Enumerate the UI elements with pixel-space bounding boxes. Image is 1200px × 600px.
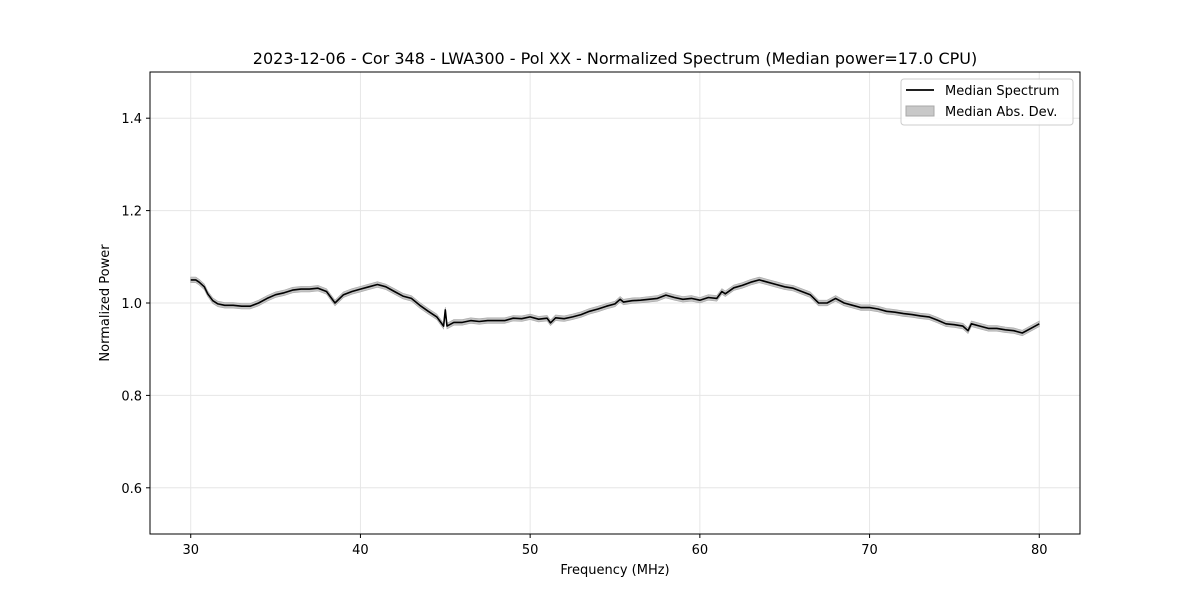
chart-title: 2023-12-06 - Cor 348 - LWA300 - Pol XX -… [253,49,977,68]
y-tick-label: 0.6 [121,482,142,497]
x-tick-label: 50 [522,543,539,558]
median-line-layer [190,279,1040,334]
x-tick-label: 80 [1031,543,1048,558]
x-tick-label: 30 [182,543,199,558]
mad-band [190,276,1040,337]
legend-box [900,78,1074,126]
median-spectrum-line [190,279,1040,334]
mad-band-layer [190,276,1040,337]
y-axis-ticks: 0.6 0.8 1.0 1.2 1.4 [121,112,150,497]
y-axis-label: Normalized Power [98,244,113,362]
legend-band-swatch [905,105,935,117]
y-tick-label: 1.4 [121,112,142,127]
y-tick-label: 1.0 [121,297,142,312]
x-axis-label: Frequency (MHz) [560,563,669,578]
x-tick-label: 60 [692,543,709,558]
x-tick-label: 70 [861,543,878,558]
y-tick-label: 1.2 [121,205,142,220]
legend: Median Spectrum Median Abs. Dev. [900,78,1074,126]
y-tick-label: 0.8 [121,389,142,404]
x-tick-label: 40 [352,543,369,558]
legend-label-mad: Median Abs. Dev. [945,105,1057,120]
x-axis-ticks: 30 40 50 60 70 80 [182,534,1048,558]
legend-label-median: Median Spectrum [945,84,1059,99]
